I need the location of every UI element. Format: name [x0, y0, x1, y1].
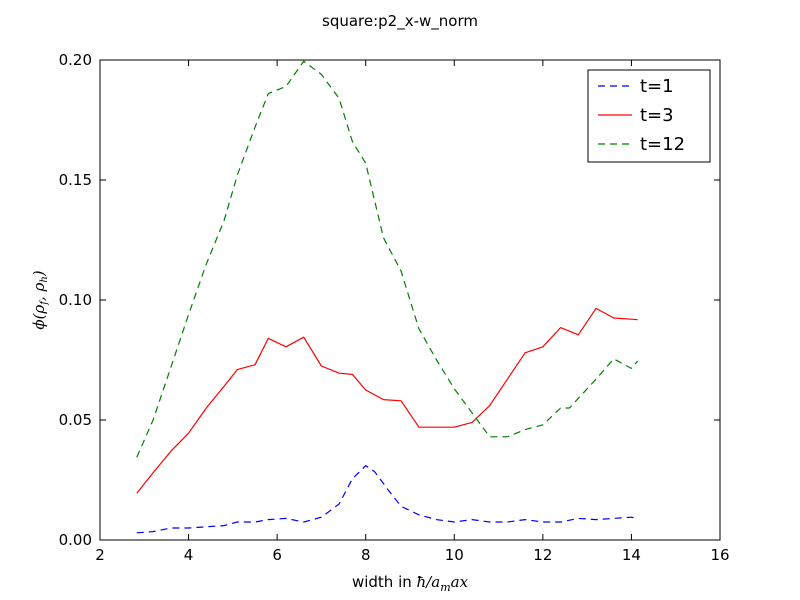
legend-label-t1: t=1 [640, 76, 674, 97]
x-axis-label-tail: ax [451, 573, 469, 591]
y-axis-label-end: ) [30, 270, 48, 277]
x-axis-label-prefix: width in [352, 573, 417, 591]
y-tick-label: 0.15 [59, 171, 92, 189]
y-axis-label-mid: , ρ [30, 282, 48, 301]
x-axis: 2 4 6 8 10 12 14 16 [95, 60, 730, 564]
series-line-t3 [136, 307, 638, 494]
legend: t=1 t=3 t=12 [587, 69, 711, 163]
y-tick-label: 0.00 [59, 531, 92, 549]
y-axis-label-main: ϕ(ρ [30, 305, 48, 330]
series-layer [136, 60, 639, 534]
legend-box [587, 69, 711, 163]
x-axis-label-sub: m [440, 581, 450, 594]
x-tick-label: 10 [445, 546, 464, 564]
legend-label-t12: t=12 [640, 134, 685, 155]
x-axis-label: width in ħ/amax [352, 573, 469, 594]
y-tick-label: 0.10 [59, 291, 92, 309]
x-tick-label: 4 [184, 546, 194, 564]
y-axis: 0.00 0.05 0.10 0.15 0.20 [59, 51, 720, 549]
x-tick-label: 6 [272, 546, 282, 564]
x-axis-label-math: ħ/a [417, 573, 441, 591]
y-axis-label-sub1: f [39, 299, 50, 306]
x-tick-label: 2 [95, 546, 105, 564]
series-line-t1 [136, 465, 638, 534]
x-tick-label: 12 [533, 546, 552, 564]
x-tick-label: 14 [622, 546, 641, 564]
y-axis-label: ϕ(ρf, ρh) [30, 270, 50, 329]
series-line-t12 [136, 60, 639, 458]
chart-title: square:p2_x-w_norm [322, 12, 478, 31]
x-tick-label: 16 [710, 546, 729, 564]
y-tick-label: 0.05 [59, 411, 92, 429]
y-axis-label-sub2: h [39, 276, 50, 282]
y-tick-label: 0.20 [59, 51, 92, 69]
x-tick-label: 8 [361, 546, 371, 564]
legend-label-t3: t=3 [640, 105, 674, 126]
